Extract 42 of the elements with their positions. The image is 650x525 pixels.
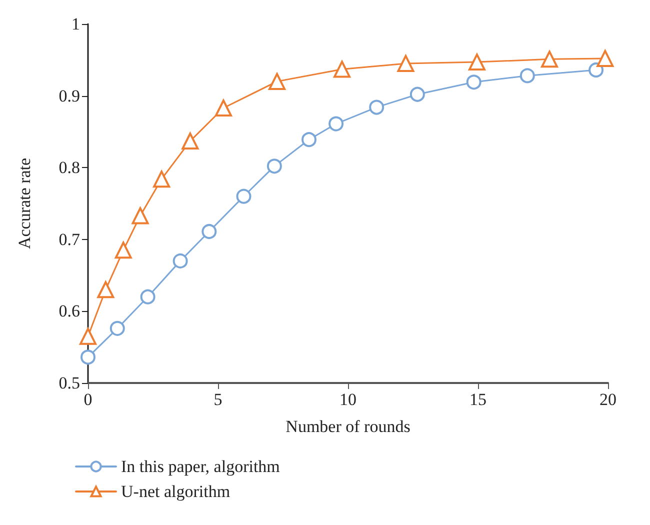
- point: [588, 62, 604, 78]
- point: [266, 158, 282, 174]
- x-tick-label: 15: [470, 390, 486, 409]
- point: [541, 50, 558, 68]
- point: [596, 50, 614, 67]
- y-tick-label: 0.8: [58, 158, 80, 178]
- point: [80, 350, 96, 365]
- point: [153, 170, 170, 188]
- y-tick-label: 0.6: [58, 302, 80, 321]
- point: [202, 224, 217, 239]
- point: [236, 188, 252, 204]
- x-tick-label: 0: [84, 390, 92, 409]
- point: [328, 116, 344, 132]
- legend-label: In this paper, algorithm: [121, 457, 280, 476]
- point: [114, 242, 132, 259]
- x-axis-title: Number of rounds: [286, 417, 410, 436]
- y-axis-title: Accurate rate: [15, 158, 34, 250]
- point: [214, 100, 232, 117]
- point: [140, 289, 156, 304]
- point: [466, 74, 482, 90]
- legend-label: U-net algorithm: [121, 482, 230, 501]
- point: [80, 328, 96, 345]
- point: [97, 281, 114, 298]
- x-tick-label: 20: [600, 390, 616, 409]
- point: [369, 100, 384, 115]
- point: [334, 60, 351, 78]
- point: [110, 320, 125, 336]
- y-tick-label: 1: [72, 14, 80, 34]
- point: [182, 132, 199, 150]
- point: [410, 86, 425, 102]
- x-tick-label: 5: [214, 390, 222, 409]
- point: [268, 72, 286, 90]
- point: [397, 54, 414, 72]
- y-tick-label: 0.9: [58, 86, 80, 106]
- y-tick-label: 0.7: [58, 230, 80, 249]
- point: [468, 54, 486, 71]
- x-tick-label: 10: [340, 390, 356, 409]
- point: [132, 207, 149, 224]
- point: [302, 132, 316, 148]
- y-tick-label: 0.5: [58, 374, 80, 392]
- point: [172, 253, 188, 268]
- point: [520, 68, 535, 84]
